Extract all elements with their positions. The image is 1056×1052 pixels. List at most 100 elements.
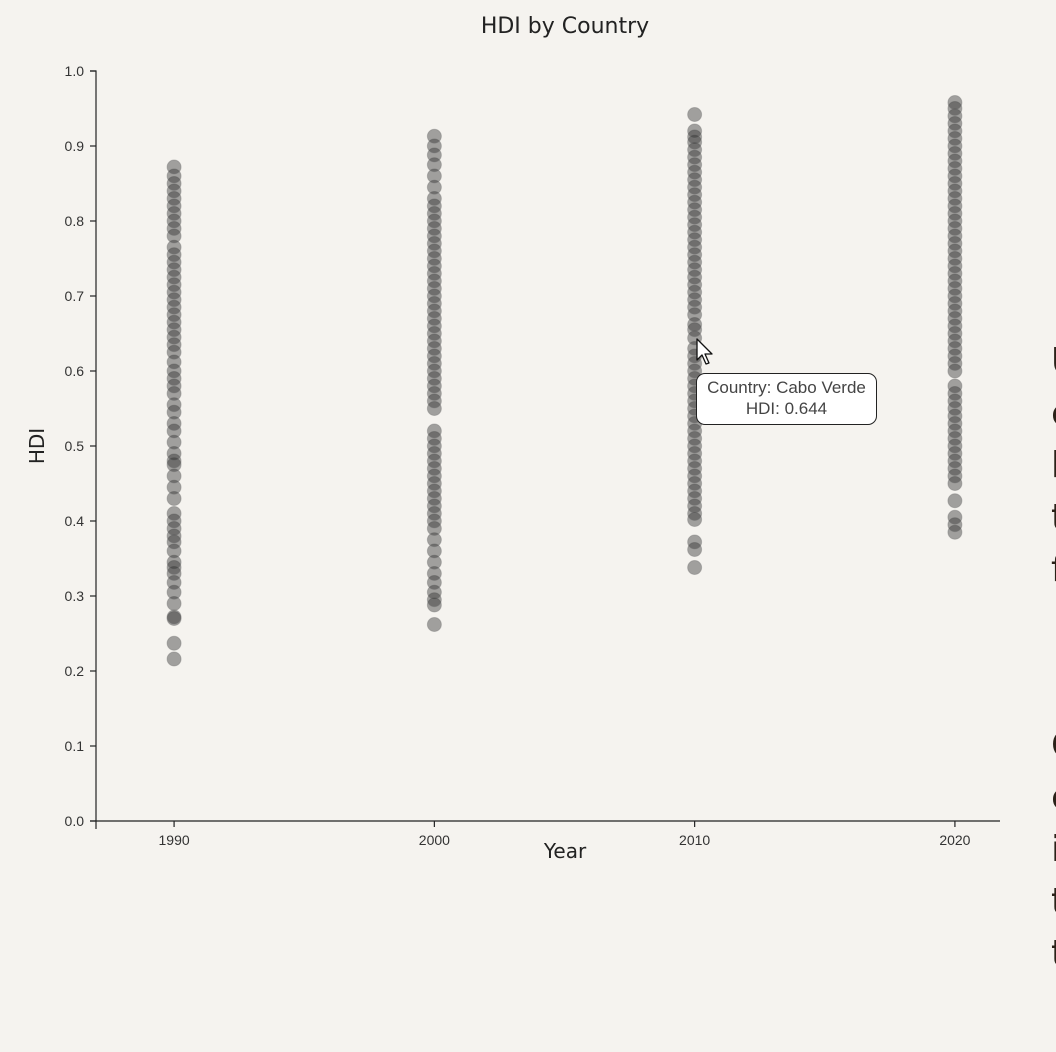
data-point[interactable]: [166, 543, 182, 559]
data-point[interactable]: [947, 95, 963, 110]
data-point[interactable]: [426, 532, 442, 548]
data-point[interactable]: [166, 213, 182, 229]
data-point[interactable]: [166, 566, 182, 581]
data-point[interactable]: [166, 176, 182, 191]
data-point[interactable]: [687, 194, 703, 210]
data-point[interactable]: [947, 251, 963, 266]
data-point[interactable]: [687, 209, 703, 225]
data-point[interactable]: [166, 371, 182, 386]
data-point[interactable]: [426, 363, 442, 379]
data-point[interactable]: [947, 296, 963, 311]
data-point[interactable]: [687, 232, 703, 248]
data-point[interactable]: [166, 262, 182, 278]
data-point[interactable]: [687, 157, 703, 173]
data-point[interactable]: [947, 524, 963, 540]
data-point[interactable]: [426, 221, 442, 236]
data-point[interactable]: [166, 416, 182, 431]
data-point[interactable]: [687, 284, 703, 300]
data-point[interactable]: [426, 378, 442, 394]
data-point[interactable]: [426, 431, 442, 446]
data-point[interactable]: [947, 438, 963, 454]
data-point[interactable]: [687, 512, 703, 527]
data-point[interactable]: [947, 493, 963, 509]
data-point[interactable]: [947, 468, 963, 484]
data-point[interactable]: [166, 611, 182, 626]
data-point[interactable]: [947, 348, 963, 364]
data-point[interactable]: [947, 401, 963, 416]
data-point[interactable]: [426, 281, 442, 296]
data-point[interactable]: [687, 247, 703, 263]
data-point[interactable]: [687, 307, 703, 323]
data-point[interactable]: [426, 476, 442, 491]
data-point[interactable]: [687, 468, 703, 484]
data-point[interactable]: [426, 461, 442, 476]
data-point[interactable]: [687, 534, 703, 550]
data-point[interactable]: [687, 292, 703, 308]
data-point[interactable]: [166, 247, 182, 263]
data-point[interactable]: [166, 528, 182, 544]
data-point[interactable]: [426, 491, 442, 506]
data-point[interactable]: [426, 566, 442, 581]
data-point[interactable]: [166, 354, 182, 370]
data-point[interactable]: [166, 254, 182, 270]
data-point[interactable]: [166, 378, 182, 394]
data-point[interactable]: [426, 584, 442, 600]
data-point[interactable]: [947, 386, 963, 401]
data-point[interactable]: [426, 506, 442, 521]
data-point[interactable]: [947, 318, 963, 334]
data-point[interactable]: [426, 348, 442, 364]
data-point[interactable]: [687, 277, 703, 293]
data-point[interactable]: [947, 476, 963, 491]
data-point[interactable]: [426, 228, 442, 244]
data-point[interactable]: [426, 128, 442, 144]
data-point[interactable]: [687, 129, 703, 145]
data-point[interactable]: [687, 239, 703, 255]
data-point[interactable]: [166, 651, 182, 667]
data-point[interactable]: [426, 438, 442, 454]
data-point[interactable]: [426, 251, 442, 266]
data-point[interactable]: [166, 457, 182, 473]
data-point[interactable]: [426, 341, 442, 356]
data-point[interactable]: [166, 635, 182, 651]
data-point[interactable]: [687, 483, 703, 499]
data-point[interactable]: [166, 239, 182, 255]
data-point[interactable]: [426, 273, 442, 289]
data-point[interactable]: [166, 307, 182, 323]
data-point[interactable]: [947, 236, 963, 251]
data-point[interactable]: [166, 386, 182, 401]
data-point[interactable]: [426, 168, 442, 184]
data-point[interactable]: [166, 560, 182, 575]
data-point[interactable]: [947, 183, 963, 199]
data-point[interactable]: [166, 168, 182, 184]
data-point[interactable]: [947, 281, 963, 296]
data-point[interactable]: [426, 521, 442, 536]
data-point[interactable]: [687, 560, 703, 575]
data-point[interactable]: [426, 213, 442, 229]
data-point[interactable]: [687, 506, 703, 521]
data-point[interactable]: [166, 269, 182, 285]
data-point[interactable]: [947, 228, 963, 244]
data-point[interactable]: [947, 198, 963, 214]
data-point[interactable]: [687, 431, 703, 446]
data-point[interactable]: [947, 116, 963, 131]
data-point[interactable]: [947, 431, 963, 446]
data-point[interactable]: [426, 356, 442, 371]
data-point[interactable]: [687, 498, 703, 514]
data-point[interactable]: [426, 179, 442, 195]
data-point[interactable]: [166, 596, 182, 611]
data-point[interactable]: [687, 453, 703, 469]
data-point[interactable]: [166, 292, 182, 308]
data-point[interactable]: [166, 468, 182, 484]
data-point[interactable]: [947, 213, 963, 229]
data-point[interactable]: [166, 314, 182, 330]
data-point[interactable]: [426, 617, 442, 632]
data-point[interactable]: [687, 461, 703, 476]
data-point[interactable]: [426, 401, 442, 416]
data-point[interactable]: [687, 491, 703, 506]
data-point[interactable]: [947, 131, 963, 146]
data-point[interactable]: [166, 479, 182, 495]
data-point[interactable]: [166, 363, 182, 379]
data-point[interactable]: [687, 317, 703, 332]
data-point[interactable]: [687, 142, 703, 158]
data-point[interactable]: [947, 273, 963, 289]
